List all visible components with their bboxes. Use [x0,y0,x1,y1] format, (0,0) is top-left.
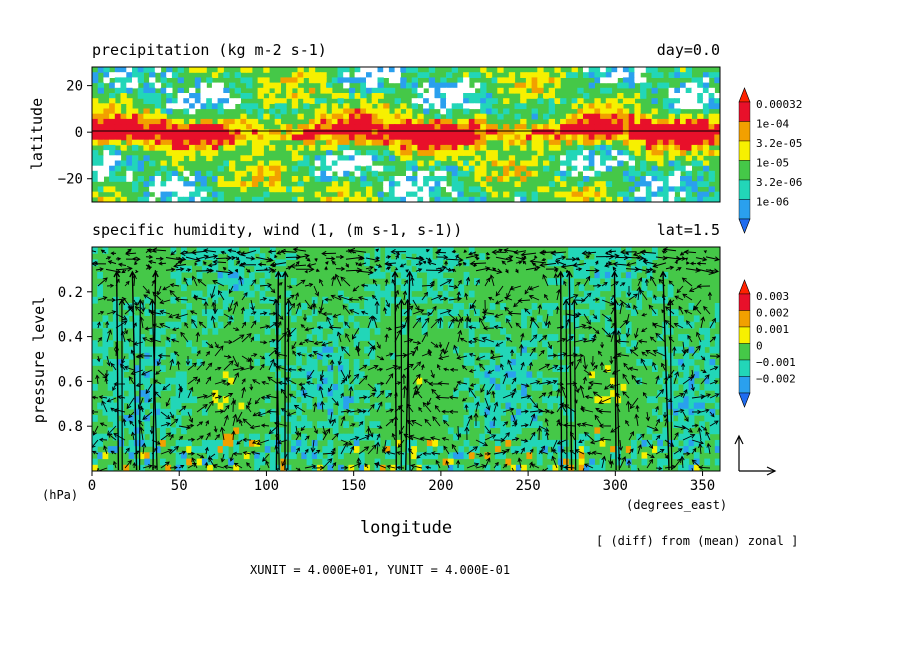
bottom-y-tick-label: 0.6 [58,374,83,390]
top-y-tick-label: 20 [66,79,83,95]
top-legend-swatch [738,101,751,122]
bottom-y-axis-label: pressure level [30,297,48,423]
bottom-legend-swatch [738,293,751,311]
bottom-x-tick-label: 0 [88,478,96,494]
bottom-y-unit: (hPa) [42,488,78,502]
bottom-panel-field [91,246,721,472]
top-y-axis: 20 0 −20 [58,79,92,188]
top-legend-swatch [738,199,751,220]
bottom-legend-label: 0 [756,340,763,353]
bottom-legend-swatch [738,376,751,394]
units-line: XUNIT = 4.000E+01, YUNIT = 4.000E-01 [250,563,510,577]
bottom-x-unit: (degrees_east) [626,498,727,512]
wind-vectors [92,247,720,471]
bottom-legend-label: 0.002 [756,307,789,320]
bottom-legend-label: −0.001 [756,356,796,369]
reference-vector [734,434,777,476]
bottom-x-tick-label: 350 [690,478,715,494]
top-legend-label: 1e-04 [756,118,789,131]
top-legend-label: 1e-06 [756,196,789,209]
top-legend-extend-top [738,87,751,103]
bottom-y-tick-label: 0.8 [58,419,83,435]
bottom-x-axis-label: longitude [360,518,452,538]
bottom-legend-extend-top [738,279,751,295]
bottom-x-tick-label: 200 [428,478,453,494]
bottom-legend: 0.003 0.002 0.001 0 −0.001 −0.002 [738,279,796,408]
top-y-tick-label: −20 [58,172,83,188]
bottom-legend-swatch [738,359,751,377]
bottom-legend-swatch [738,343,751,361]
bottom-panel-frame [91,246,721,472]
diff-note: [ (diff) from (mean) zonal ] [596,534,798,548]
bottom-y-tick-label: 0.4 [58,330,83,346]
bottom-legend-label: −0.002 [756,373,796,386]
bottom-legend-label: 0.003 [756,290,789,303]
bottom-y-tick-label: 0.2 [58,285,83,301]
bottom-panel-title: specific humidity, wind (1, (m s-1, s-1)… [92,221,462,239]
top-legend-label: 1e-05 [756,157,789,170]
bottom-x-tick-label: 150 [341,478,366,494]
top-panel-frame [91,66,721,203]
bottom-legend-swatch [738,326,751,344]
top-panel-title: precipitation (kg m-2 s-1) [92,41,327,59]
bottom-x-tick-label: 50 [171,478,188,494]
bottom-legend-extend-bottom [738,392,751,408]
top-panel-tag: day=0.0 [657,41,720,59]
bottom-x-tick-label: 300 [603,478,628,494]
top-legend-swatch [738,140,751,161]
bottom-x-tick-label: 250 [515,478,540,494]
bottom-x-axis: 0 50 100 150 200 250 300 350 [88,471,715,494]
bottom-legend-swatch [738,310,751,328]
top-y-axis-label: latitude [28,98,46,170]
top-legend-label: 3.2e-05 [756,137,802,150]
top-legend-label: 0.00032 [756,98,802,111]
top-legend: 0.00032 1e-04 3.2e-05 1e-05 3.2e-06 1e-06 [738,87,802,234]
top-legend-swatch [738,179,751,200]
bottom-legend-label: 0.001 [756,323,789,336]
bottom-x-tick-label: 100 [254,478,279,494]
bottom-y-axis: 0.2 0.4 0.6 0.8 [58,285,92,435]
top-y-tick-label: 0 [75,125,83,141]
top-legend-swatch [738,160,751,181]
top-legend-label: 3.2e-06 [756,176,802,189]
top-panel-field [91,66,721,203]
bottom-panel-tag: lat=1.5 [657,221,720,239]
top-legend-swatch [738,121,751,142]
top-legend-extend-bottom [738,218,751,234]
